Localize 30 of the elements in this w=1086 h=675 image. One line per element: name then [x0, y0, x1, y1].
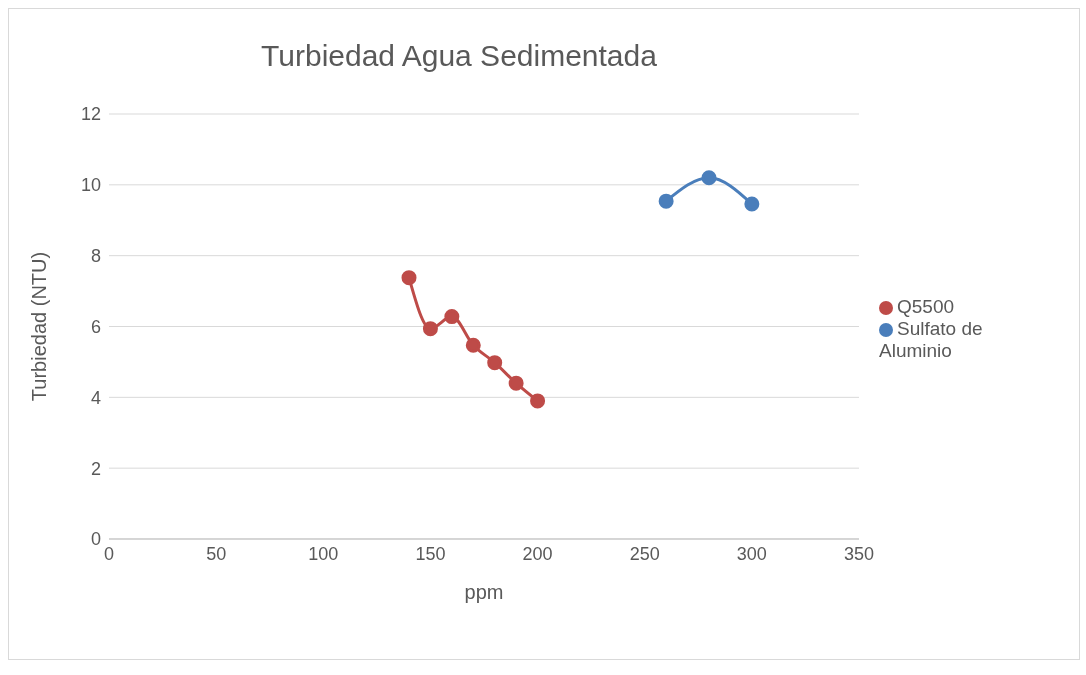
- x-tick-label: 350: [843, 543, 875, 564]
- x-tick-label: 0: [103, 543, 115, 564]
- point: [465, 337, 481, 353]
- point: [444, 309, 460, 325]
- x-tick-label: 300: [736, 543, 767, 564]
- legend-label: Q5500: [897, 296, 955, 317]
- y-tick-label: 0: [90, 529, 101, 550]
- point: [530, 393, 546, 409]
- x-tick-label: 200: [522, 543, 553, 564]
- x-tick-label: 250: [629, 543, 660, 564]
- point: [701, 170, 717, 186]
- y-axis-title: Turbiedad (NTU): [28, 251, 51, 402]
- x-axis-title: ppm: [464, 581, 504, 603]
- y-tick-label: 4: [90, 387, 101, 408]
- y-tick-label: 12: [80, 104, 101, 125]
- point: [508, 375, 524, 391]
- y-tick-label: 6: [90, 316, 101, 337]
- x-tick-label: 100: [308, 543, 339, 564]
- chart-title: Turbiedad Agua Sedimentada: [260, 39, 658, 73]
- point: [658, 193, 674, 209]
- point: [487, 355, 503, 371]
- y-tick-label: 2: [90, 458, 101, 479]
- point: [422, 321, 438, 337]
- point: [401, 270, 417, 286]
- y-tick-label: 8: [90, 246, 101, 267]
- legend-label: Sulfato de Aluminio: [879, 318, 983, 361]
- x-tick-label: 150: [415, 543, 446, 564]
- x-tick-label: 50: [206, 543, 227, 564]
- y-tick-label: 10: [80, 175, 101, 196]
- point: [744, 196, 760, 212]
